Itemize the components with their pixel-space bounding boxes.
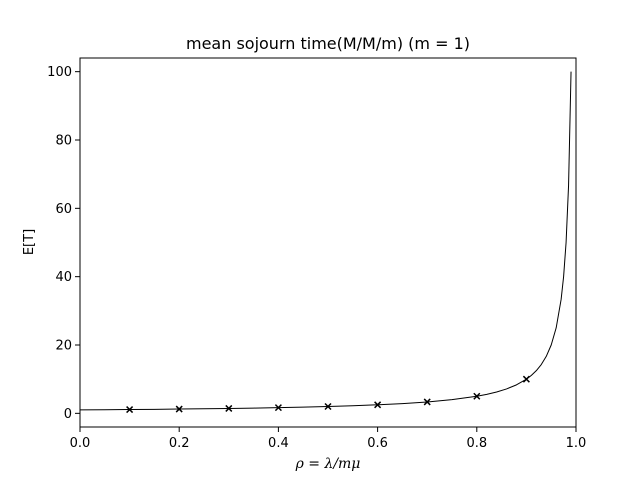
- y-tick-label: 20: [55, 339, 72, 354]
- data-point-marker: [324, 402, 332, 411]
- data-point-marker: [473, 392, 481, 400]
- plot-area: [79, 71, 572, 414]
- data-point-marker: [274, 404, 282, 412]
- y-tick-label: 60: [55, 202, 72, 217]
- data-point-marker: [374, 401, 382, 409]
- y-axis: 0 20 40 60 80 100: [47, 65, 80, 422]
- x-tick-label: 0.8: [466, 436, 487, 451]
- data-point-marker: [225, 404, 233, 412]
- y-tick-label: 0: [64, 407, 72, 422]
- x-tick-label: 0.0: [70, 436, 91, 451]
- data-point-marker: [423, 398, 431, 406]
- data-point-marker: [126, 406, 134, 414]
- y-tick-label: 80: [55, 134, 72, 149]
- x-tick-label: 0.2: [169, 436, 190, 451]
- y-tick-label: 100: [47, 65, 72, 80]
- axes-frame: [79, 57, 577, 428]
- y-tick-label: 40: [55, 270, 72, 285]
- x-axis-label: ρ = λ/mμ: [295, 456, 361, 472]
- x-axis: 0.0 0.2 0.4 0.6 0.8 1.0: [70, 427, 587, 451]
- data-point-marker: [175, 405, 183, 413]
- chart-title: mean sojourn time(M/M/m) (m = 1): [186, 34, 470, 53]
- x-tick-label: 0.4: [268, 436, 289, 451]
- y-axis-label: E[T]: [22, 229, 37, 255]
- data-point-marker: [522, 375, 530, 383]
- x-tick-label: 1.0: [566, 436, 587, 451]
- x-tick-label: 0.6: [367, 436, 388, 451]
